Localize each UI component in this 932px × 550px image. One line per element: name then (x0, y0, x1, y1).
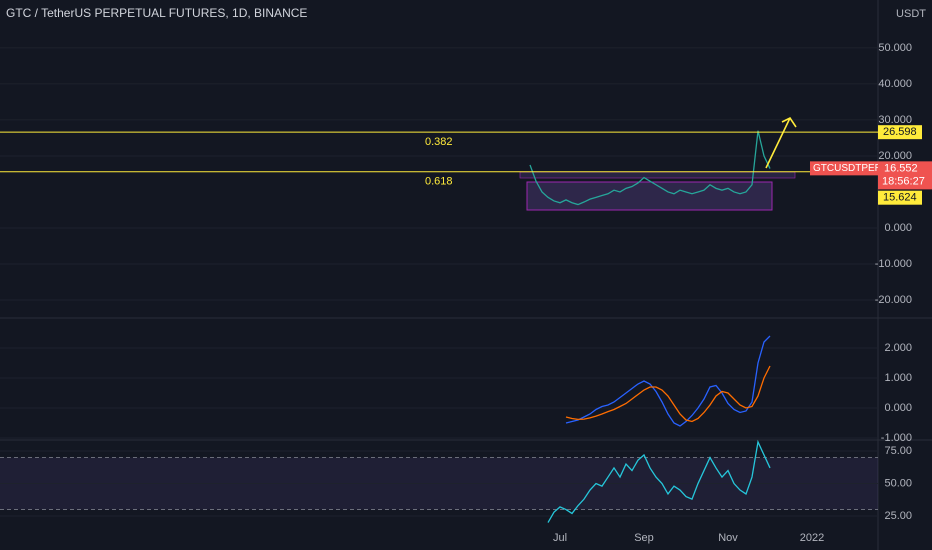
range-box (526, 181, 773, 211)
y-tick-label: 0.000 (884, 222, 912, 234)
y-tick-label: 20.000 (878, 150, 912, 162)
y-tick-label: 25.00 (884, 510, 912, 522)
price-tag-label: 15.624 (883, 192, 917, 204)
x-tick-label: Sep (634, 532, 654, 544)
series-line (565, 365, 771, 423)
last-price-tag (878, 161, 932, 190)
price-tag (878, 125, 922, 140)
y-tick-label: 1.000 (884, 372, 912, 384)
chart-title: GTC / TetherUS PERPETUAL FUTURES, 1D, BI… (6, 6, 307, 20)
y-tick-label: 0.000 (884, 402, 912, 414)
series-line (565, 335, 771, 427)
price-tag (878, 190, 922, 205)
y-tick-label: 2.000 (884, 342, 912, 354)
price-tag-label: 26.598 (883, 126, 917, 138)
y-tick-label: -10.000 (875, 258, 912, 270)
arrow (765, 116, 797, 169)
y-tick-label: 50.00 (884, 477, 912, 489)
symbol-tag (810, 161, 878, 176)
countdown-label: 18:56:27 (882, 175, 925, 187)
y-tick-label: -20.000 (875, 294, 912, 306)
y-tick-label: 40.000 (878, 78, 912, 90)
x-tick-label: Nov (718, 532, 738, 544)
x-tick-label: 2022 (800, 532, 824, 544)
fib-label: 0.618 (425, 176, 453, 188)
fib-label: 0.382 (425, 136, 453, 148)
currency: USDT (896, 8, 926, 20)
y-tick-label: 30.000 (878, 114, 912, 126)
y-tick-label: -1.000 (881, 432, 912, 444)
series-line (547, 439, 771, 523)
last-price-label: 16.552 (884, 162, 918, 174)
y-tick-label: 75.00 (884, 445, 912, 457)
x-tick-label: Jul (553, 532, 567, 544)
series-line (529, 130, 771, 206)
symbol-tag-label: GTCUSDTPERP (813, 163, 889, 174)
y-tick-label: 50.000 (878, 42, 912, 54)
